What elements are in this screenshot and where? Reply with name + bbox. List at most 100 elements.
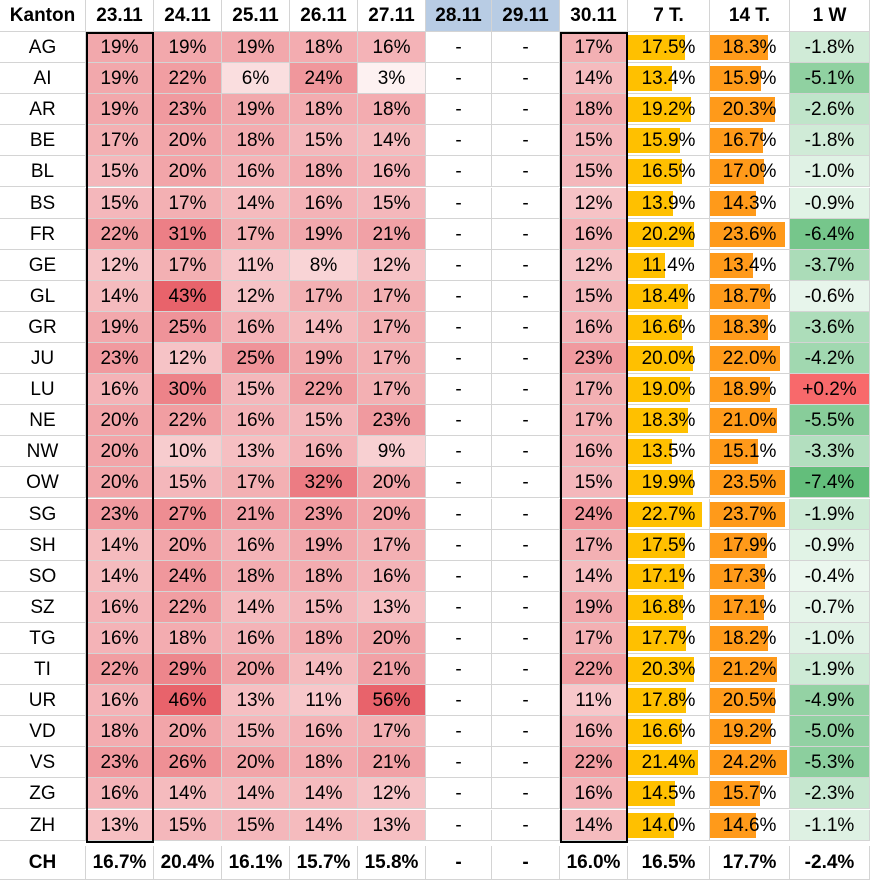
row-AI-col-3[interactable]: 6% <box>222 63 290 95</box>
row-BE-col-8[interactable]: 15% <box>560 125 628 157</box>
row-GL-col-1[interactable]: 14% <box>86 280 154 312</box>
row-BE-col-6[interactable]: - <box>426 125 492 157</box>
row-AG-col-6[interactable]: - <box>426 32 492 64</box>
row-FR-col-9[interactable]: 20.2% <box>628 218 710 250</box>
total-col-9[interactable]: 16.5% <box>628 846 710 880</box>
row-GE-col-9[interactable]: 11.4% <box>628 249 710 281</box>
row-AG-col-10[interactable]: 18.3% <box>710 32 790 64</box>
row-BE-col-5[interactable]: 14% <box>358 125 426 157</box>
row-LU-col-5[interactable]: 17% <box>358 374 426 406</box>
row-SH-col-1[interactable]: 14% <box>86 529 154 561</box>
row-AG-col-1[interactable]: 19% <box>86 32 154 64</box>
row-SH-col-10[interactable]: 17.9% <box>710 529 790 561</box>
row-BS-col-6[interactable]: - <box>426 187 492 219</box>
row-AR-col-9[interactable]: 19.2% <box>628 94 710 126</box>
row-TG-col-8[interactable]: 17% <box>560 622 628 654</box>
row-UR-col-4[interactable]: 11% <box>290 685 358 717</box>
row-TI-col-4[interactable]: 14% <box>290 654 358 686</box>
row-GR-col-6[interactable]: - <box>426 311 492 343</box>
row-GE-col-11[interactable]: -3.7% <box>790 249 870 281</box>
row-UR-col-10[interactable]: 20.5% <box>710 685 790 717</box>
row-BE-col-1[interactable]: 17% <box>86 125 154 157</box>
row-TI-col-11[interactable]: -1.9% <box>790 654 870 686</box>
row-GR-col-4[interactable]: 14% <box>290 311 358 343</box>
row-AI-col-8[interactable]: 14% <box>560 63 628 95</box>
row-LU-col-9[interactable]: 19.0% <box>628 374 710 406</box>
total-col-7[interactable]: - <box>492 846 560 880</box>
row-SH-col-2[interactable]: 20% <box>154 529 222 561</box>
row-ZH-col-10[interactable]: 14.6% <box>710 809 790 841</box>
row-FR-col-6[interactable]: - <box>426 218 492 250</box>
row-SH-col-8[interactable]: 17% <box>560 529 628 561</box>
row-ZG-col-6[interactable]: - <box>426 778 492 810</box>
total-col-4[interactable]: 15.7% <box>290 846 358 880</box>
row-ZG-col-3[interactable]: 14% <box>222 778 290 810</box>
row-ZH-col-0[interactable]: ZH <box>0 809 86 841</box>
row-GL-col-0[interactable]: GL <box>0 280 86 312</box>
row-VS-col-1[interactable]: 23% <box>86 747 154 779</box>
row-JU-col-5[interactable]: 17% <box>358 343 426 375</box>
row-SZ-col-9[interactable]: 16.8% <box>628 591 710 623</box>
row-SO-col-4[interactable]: 18% <box>290 560 358 592</box>
row-JU-col-7[interactable]: - <box>492 343 560 375</box>
row-OW-col-0[interactable]: OW <box>0 467 86 499</box>
row-SH-col-4[interactable]: 19% <box>290 529 358 561</box>
row-BL-col-6[interactable]: - <box>426 156 492 188</box>
row-LU-col-7[interactable]: - <box>492 374 560 406</box>
row-AI-col-10[interactable]: 15.9% <box>710 63 790 95</box>
row-TG-col-2[interactable]: 18% <box>154 622 222 654</box>
row-SZ-col-4[interactable]: 15% <box>290 591 358 623</box>
row-TG-col-9[interactable]: 17.7% <box>628 622 710 654</box>
row-SO-col-6[interactable]: - <box>426 560 492 592</box>
row-AI-col-11[interactable]: -5.1% <box>790 63 870 95</box>
row-SH-col-3[interactable]: 16% <box>222 529 290 561</box>
row-AR-col-11[interactable]: -2.6% <box>790 94 870 126</box>
row-SH-col-7[interactable]: - <box>492 529 560 561</box>
row-ZG-col-11[interactable]: -2.3% <box>790 778 870 810</box>
row-JU-col-9[interactable]: 20.0% <box>628 343 710 375</box>
row-BS-col-7[interactable]: - <box>492 187 560 219</box>
row-GR-col-9[interactable]: 16.6% <box>628 311 710 343</box>
row-AR-col-2[interactable]: 23% <box>154 94 222 126</box>
row-VD-col-2[interactable]: 20% <box>154 716 222 748</box>
total-col-2[interactable]: 20.4% <box>154 846 222 880</box>
row-BL-col-8[interactable]: 15% <box>560 156 628 188</box>
row-UR-col-11[interactable]: -4.9% <box>790 685 870 717</box>
row-VD-col-0[interactable]: VD <box>0 716 86 748</box>
row-NW-col-10[interactable]: 15.1% <box>710 436 790 468</box>
row-SG-col-1[interactable]: 23% <box>86 498 154 530</box>
row-LU-col-10[interactable]: 18.9% <box>710 374 790 406</box>
row-GR-col-7[interactable]: - <box>492 311 560 343</box>
row-GL-col-4[interactable]: 17% <box>290 280 358 312</box>
row-UR-col-6[interactable]: - <box>426 685 492 717</box>
row-NE-col-0[interactable]: NE <box>0 405 86 437</box>
row-GR-col-8[interactable]: 16% <box>560 311 628 343</box>
row-NE-col-7[interactable]: - <box>492 405 560 437</box>
row-VS-col-6[interactable]: - <box>426 747 492 779</box>
row-VD-col-11[interactable]: -5.0% <box>790 716 870 748</box>
row-JU-col-4[interactable]: 19% <box>290 343 358 375</box>
row-TI-col-9[interactable]: 20.3% <box>628 654 710 686</box>
row-VS-col-7[interactable]: - <box>492 747 560 779</box>
row-AG-col-9[interactable]: 17.5% <box>628 32 710 64</box>
row-TG-col-1[interactable]: 16% <box>86 622 154 654</box>
row-AR-col-8[interactable]: 18% <box>560 94 628 126</box>
row-ZG-col-0[interactable]: ZG <box>0 778 86 810</box>
row-GE-col-7[interactable]: - <box>492 249 560 281</box>
row-GE-col-2[interactable]: 17% <box>154 249 222 281</box>
row-OW-col-11[interactable]: -7.4% <box>790 467 870 499</box>
row-NE-col-3[interactable]: 16% <box>222 405 290 437</box>
row-LU-col-3[interactable]: 15% <box>222 374 290 406</box>
row-UR-col-9[interactable]: 17.8% <box>628 685 710 717</box>
row-GE-col-0[interactable]: GE <box>0 249 86 281</box>
row-UR-col-2[interactable]: 46% <box>154 685 222 717</box>
row-AI-col-9[interactable]: 13.4% <box>628 63 710 95</box>
row-OW-col-2[interactable]: 15% <box>154 467 222 499</box>
row-GL-col-8[interactable]: 15% <box>560 280 628 312</box>
row-VS-col-11[interactable]: -5.3% <box>790 747 870 779</box>
row-LU-col-8[interactable]: 17% <box>560 374 628 406</box>
row-NE-col-8[interactable]: 17% <box>560 405 628 437</box>
row-SO-col-7[interactable]: - <box>492 560 560 592</box>
row-AR-col-10[interactable]: 20.3% <box>710 94 790 126</box>
row-ZH-col-8[interactable]: 14% <box>560 809 628 841</box>
